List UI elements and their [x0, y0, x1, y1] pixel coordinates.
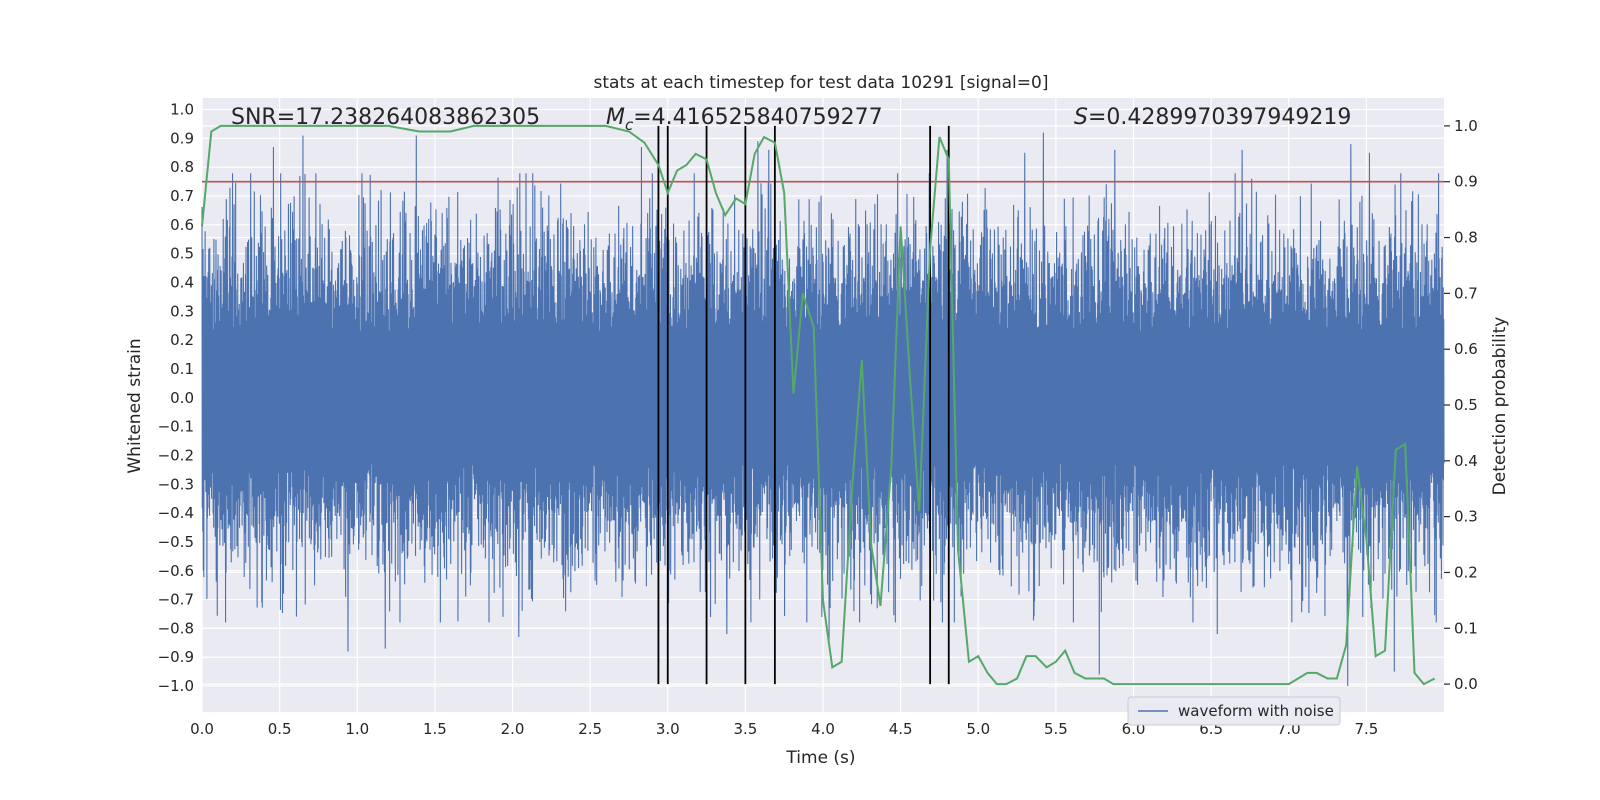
y-tick-label-left: 0.9 — [170, 129, 194, 147]
x-axis-label: Time (s) — [785, 748, 855, 768]
x-tick-label: 2.0 — [501, 720, 525, 738]
y-tick-label-left: 0.5 — [170, 245, 194, 263]
y-ticks-right: 0.0 0.1 0.2 0.3 0.4 0.5 0.6 0.7 0.8 0.9 1.0 — [1444, 117, 1478, 693]
y-tick-label-left: 0.0 — [170, 389, 194, 407]
y-tick-label-left: −1.0 — [158, 677, 194, 695]
legend-label: waveform with noise — [1178, 702, 1334, 720]
y-tick-label-right: 0.0 — [1454, 675, 1478, 693]
x-tick-label: 4.0 — [811, 720, 835, 738]
y-axis-label-right: Detection probability — [1490, 317, 1510, 496]
vertical-markers — [657, 125, 950, 685]
y-tick-label-right: 0.5 — [1454, 396, 1478, 414]
y-tick-label-right: 0.8 — [1454, 229, 1478, 247]
y-tick-label-left: 0.3 — [170, 302, 194, 320]
y-tick-label-left: 0.4 — [170, 273, 194, 291]
x-tick-label: 0.5 — [268, 720, 292, 738]
x-tick-label: 2.5 — [578, 720, 602, 738]
y-tick-label-left: −0.5 — [158, 533, 194, 551]
s-annotation: S=0.4289970397949219 — [1074, 105, 1351, 130]
y-tick-label-left: 0.7 — [170, 187, 194, 205]
y-tick-label-right: 0.6 — [1454, 340, 1478, 358]
x-tick-label: 3.5 — [733, 720, 757, 738]
y-tick-label-left: −0.9 — [158, 648, 194, 666]
y-tick-label-left: 1.0 — [170, 101, 194, 119]
x-tick-label: 1.5 — [423, 720, 447, 738]
chirp-mass-annotation: Mc=4.416525840759277 — [606, 105, 883, 134]
probability-series — [201, 124, 1436, 686]
strain-series — [201, 132, 1445, 687]
y-tick-label-left: −0.1 — [158, 418, 194, 436]
x-tick-label: 5.0 — [966, 720, 990, 738]
legend: waveform with noise — [1127, 696, 1341, 726]
y-tick-label-left: −0.2 — [158, 446, 194, 464]
y-tick-label-left: 0.1 — [170, 360, 194, 378]
chart-title: stats at each timestep for test data 102… — [594, 73, 1049, 93]
y-tick-label-left: −0.8 — [158, 619, 194, 637]
y-tick-label-left: 0.2 — [170, 331, 194, 349]
legend-box — [1127, 696, 1341, 726]
y-tick-label-left: 0.8 — [170, 158, 194, 176]
y-tick-label-left: 0.6 — [170, 216, 194, 234]
y-tick-label-left: −0.4 — [158, 504, 194, 522]
y-tick-label-right: 1.0 — [1454, 117, 1478, 135]
y-tick-label-right: 0.2 — [1454, 563, 1478, 581]
x-tick-label: 3.0 — [656, 720, 680, 738]
x-tick-label: 7.5 — [1354, 720, 1378, 738]
y-axis-label-left: Whitened strain — [125, 338, 145, 473]
y-tick-label-left: −0.3 — [158, 475, 194, 493]
mc-value: =4.416525840759277 — [633, 105, 882, 130]
s-value: =0.4289970397949219 — [1088, 105, 1351, 130]
x-tick-label: 4.5 — [889, 720, 913, 738]
snr-annotation: SNR=17.238264083862305 — [231, 105, 540, 130]
mc-subscript: c — [625, 116, 634, 134]
x-tick-label: 1.0 — [345, 720, 369, 738]
y-tick-label-right: 0.7 — [1454, 284, 1478, 302]
y-tick-label-left: −0.7 — [158, 591, 194, 609]
strain-line — [201, 132, 1445, 687]
y-tick-label-right: 0.1 — [1454, 619, 1478, 637]
y-tick-label-right: 0.3 — [1454, 508, 1478, 526]
mc-symbol: M — [606, 105, 625, 130]
s-symbol: S — [1074, 105, 1088, 130]
probability-line — [201, 124, 1436, 686]
x-tick-label: 5.5 — [1044, 720, 1068, 738]
y-tick-label-right: 0.4 — [1454, 452, 1478, 470]
y-tick-label-right: 0.9 — [1454, 173, 1478, 191]
y-tick-label-left: −0.6 — [158, 562, 194, 580]
x-tick-label: 0.0 — [190, 720, 214, 738]
y-ticks-left: −1.0 −0.9 −0.8 −0.7 −0.6 −0.5 −0.4 −0.3 −0.2 −0.1… — [158, 101, 194, 696]
